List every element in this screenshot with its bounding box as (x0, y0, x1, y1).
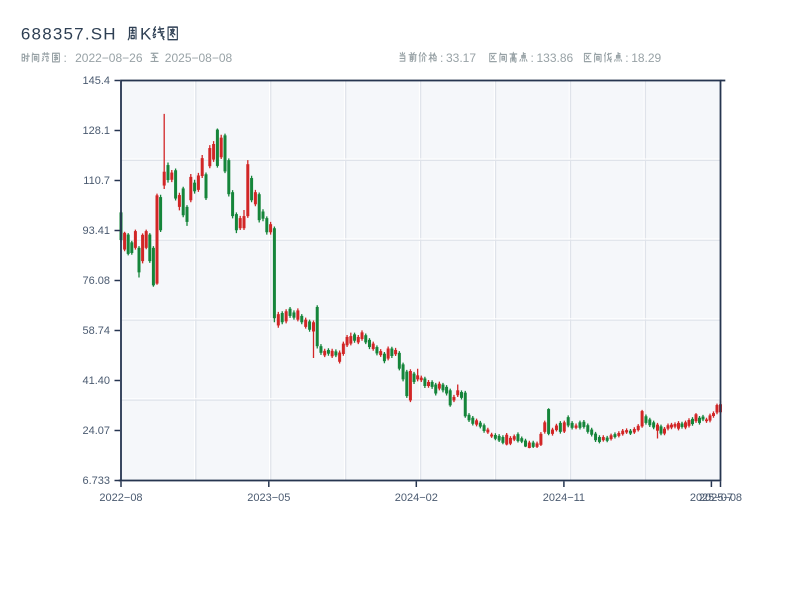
svg-text:76.08: 76.08 (82, 275, 110, 287)
svg-text:2022−08−26: 2022−08−26 (75, 51, 143, 65)
svg-text::: : (64, 51, 67, 65)
svg-text:18.29: 18.29 (631, 51, 661, 65)
svg-text::: : (625, 51, 628, 65)
svg-text:145.4: 145.4 (82, 75, 110, 87)
svg-text:688357.SH: 688357.SH (21, 25, 117, 44)
svg-text:110.7: 110.7 (83, 175, 110, 187)
svg-text:41.40: 41.40 (82, 375, 110, 387)
svg-text:2025−08−08: 2025−08−08 (165, 51, 233, 65)
svg-text:128.1: 128.1 (82, 125, 110, 137)
svg-text:2024−11: 2024−11 (543, 492, 585, 504)
svg-text:2024−02: 2024−02 (395, 492, 438, 504)
svg-text:2022−08: 2022−08 (99, 492, 142, 504)
svg-text:58.74: 58.74 (82, 325, 110, 337)
svg-text:K: K (140, 25, 152, 44)
svg-text:93.41: 93.41 (82, 225, 110, 237)
svg-text:2025−07: 2025−07 (690, 492, 733, 504)
svg-text:2025−08: 2025−08 (699, 492, 742, 504)
svg-text:33.17: 33.17 (446, 51, 476, 65)
svg-text:133.86: 133.86 (537, 51, 574, 65)
svg-text::: : (531, 51, 534, 65)
svg-text:6.733: 6.733 (82, 475, 110, 487)
svg-text::: : (440, 51, 443, 65)
svg-text:24.07: 24.07 (82, 425, 110, 437)
svg-text:2023−05: 2023−05 (247, 492, 290, 504)
